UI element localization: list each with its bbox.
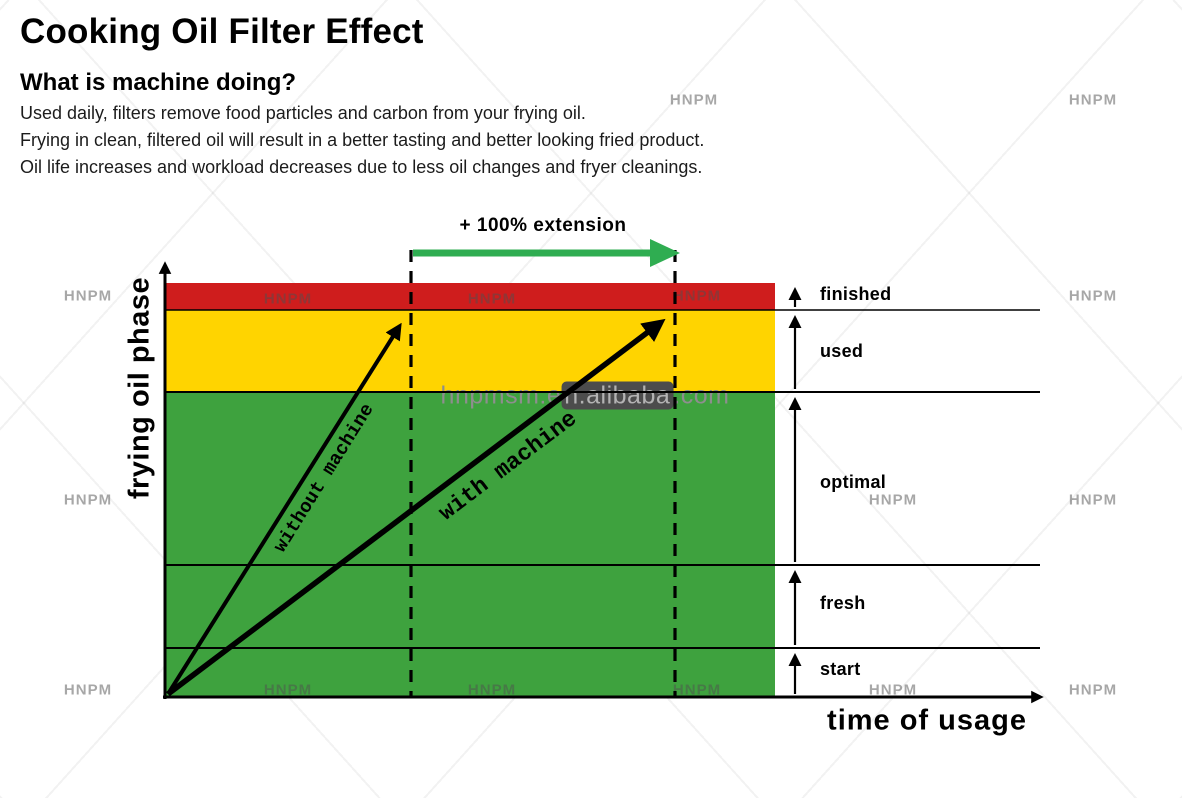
brand-watermark: HNPM xyxy=(1068,91,1118,109)
brand-watermark: HNPM xyxy=(63,681,113,699)
x-axis-label: time of usage xyxy=(827,704,1027,737)
body-line-2: Frying in clean, filtered oil will resul… xyxy=(20,130,705,150)
body-line-1: Used daily, filters remove food particle… xyxy=(20,103,586,123)
brand-watermark: HNPM xyxy=(63,491,113,509)
phase-label-optimal: optimal xyxy=(820,472,887,492)
finished-zone-band xyxy=(165,283,775,310)
y-axis-label: frying oil phase xyxy=(123,276,156,500)
brand-watermark: HNPM xyxy=(1068,491,1118,509)
brand-watermark: HNPM xyxy=(672,681,722,699)
phase-label-fresh: fresh xyxy=(820,593,866,613)
brand-watermark: HNPM xyxy=(467,290,517,308)
brand-watermark: HNPM xyxy=(669,91,719,109)
brand-watermark: HNPM xyxy=(1068,681,1118,699)
optimal-zone-band xyxy=(165,392,775,697)
phase-label-finished: finished xyxy=(820,284,892,304)
used-zone-band xyxy=(165,310,775,392)
page-title: Cooking Oil Filter Effect xyxy=(20,12,424,51)
extension-arrow-head xyxy=(650,239,680,267)
extension-annotation: + 100% extension xyxy=(459,215,627,236)
brand-watermark: HNPM xyxy=(672,287,722,305)
brand-watermark: HNPM xyxy=(263,290,313,308)
brand-watermark: HNPM xyxy=(868,681,918,699)
body-line-3: Oil life increases and workload decrease… xyxy=(20,157,703,177)
section-subtitle: What is machine doing? xyxy=(20,69,297,96)
site-watermark-right: .com xyxy=(673,381,730,410)
without-machine-arrow xyxy=(166,322,402,696)
brand-watermark: HNPM xyxy=(63,287,113,305)
with-machine-arrow xyxy=(166,318,666,697)
brand-watermark: HNPM xyxy=(263,681,313,699)
phase-label-start: start xyxy=(820,659,861,679)
brand-watermark: HNPM xyxy=(467,681,517,699)
brand-watermark: HNPM xyxy=(1068,287,1118,305)
brand-watermark: HNPM xyxy=(868,491,918,509)
phase-label-used: used xyxy=(820,341,864,361)
site-watermark-left: hnpmsm.e xyxy=(440,381,562,410)
